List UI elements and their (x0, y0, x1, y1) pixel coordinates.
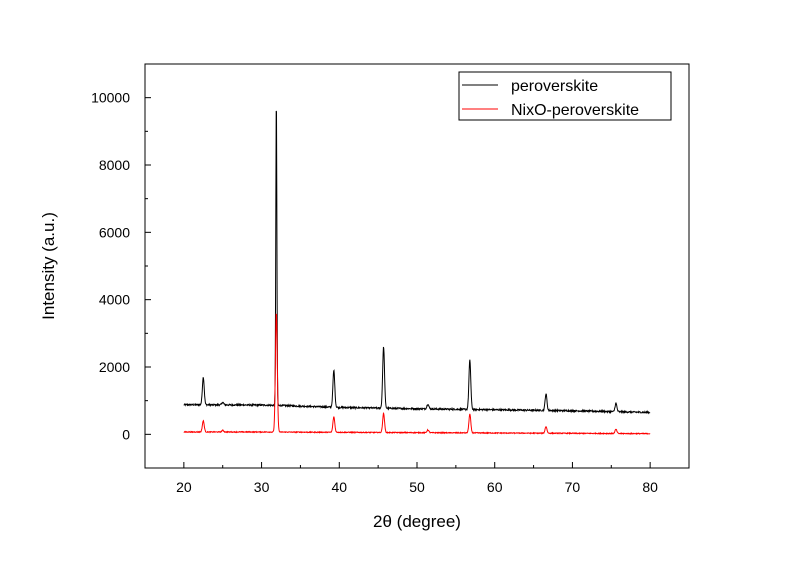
plot-area (144, 63, 690, 469)
x-tick-label: 40 (331, 479, 347, 495)
x-tick-label: 70 (565, 479, 581, 495)
y-tick-label: 4000 (99, 292, 130, 308)
y-tick-label: 10000 (91, 90, 130, 106)
x-tick-label: 20 (176, 479, 192, 495)
y-tick-label: 2000 (99, 359, 130, 375)
y-axis-label: Intensity (a.u.) (39, 212, 58, 320)
y-tick-label: 6000 (99, 224, 130, 240)
ticks-layer: 20 30 40 50 60 70 80 0 2000 4000 6000 8000 10000 (91, 63, 690, 495)
series-line-nixo-peroverskite (183, 313, 651, 436)
y-tick-label: 0 (122, 426, 130, 442)
y-tick-label: 8000 (99, 157, 130, 173)
x-tick-label: 60 (487, 479, 503, 495)
series-line-peroverskite (183, 110, 651, 415)
legend-label-nixo-peroverskite: NixO-peroverskite (511, 102, 639, 119)
legend: peroverskite NixO-peroverskite (458, 71, 672, 121)
legend-label-peroverskite: peroverskite (511, 78, 598, 95)
legend-box (458, 71, 672, 121)
x-tick-label: 80 (642, 479, 658, 495)
x-tick-label: 30 (254, 479, 270, 495)
series-layer (183, 110, 651, 436)
x-axis-label: 2θ (degree) (373, 512, 461, 531)
x-tick-label: 50 (409, 479, 425, 495)
